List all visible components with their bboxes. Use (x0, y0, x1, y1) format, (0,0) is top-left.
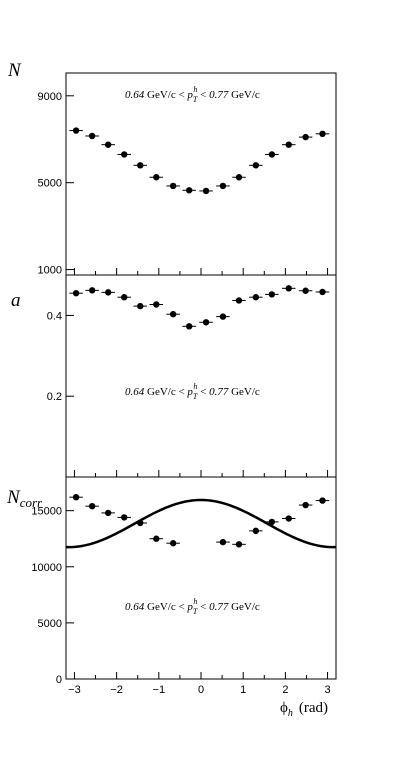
panel-2-ytick-label-1: 0.4 (47, 310, 62, 322)
panel-2-ytick-label-0: 0.2 (47, 391, 62, 403)
panel-3-ytick-label-1: 5000 (38, 618, 62, 630)
panel-1-point-4 (137, 162, 144, 169)
panel-1-point-14 (302, 133, 309, 141)
panel-3-point-8 (235, 541, 243, 548)
panel-3-point-1 (88, 502, 96, 510)
panel-3-point-9 (252, 527, 260, 535)
panel-1-point-15 (319, 130, 326, 138)
panel-2-point-13 (285, 285, 292, 292)
x-tick-label-2: −1 (153, 684, 166, 696)
panel-3-point-4 (137, 519, 144, 527)
panel-2-point-11 (252, 294, 260, 301)
x-tick-label-4: 1 (240, 684, 246, 696)
panel-3-frame (65, 476, 337, 680)
panel-3-point-12 (302, 501, 309, 509)
panel-1-point-1 (88, 132, 96, 140)
panel-3-point-2 (104, 509, 112, 517)
panel-1-point-13 (285, 141, 292, 148)
panel-3-ytick-label-3: 15000 (31, 506, 62, 518)
panel-1-point-12 (268, 151, 276, 158)
panel-1-point-3 (121, 151, 128, 158)
panel-1-point-11 (252, 162, 260, 169)
panel-2-point-10 (235, 297, 243, 304)
panel-1-annotation: 0.64 GeV/c < pTh < 0.77 GeV/c (125, 85, 260, 104)
panel-3-point-11 (285, 515, 292, 522)
panel-1-frame (65, 72, 337, 276)
panel-2-point-15 (319, 288, 326, 296)
panel-3-point-0 (72, 494, 80, 501)
x-tick-label-0: −3 (68, 684, 81, 696)
panel-1-ytick-label-0: 1000 (38, 265, 62, 277)
panel-2-point-7 (185, 323, 193, 330)
panel-3-fit-curve (65, 498, 337, 549)
panel-2-point-12 (268, 291, 276, 298)
panel-2-point-1 (88, 287, 96, 294)
panel-1-point-7 (185, 187, 193, 194)
panel-1-point-8 (202, 187, 210, 195)
x-tick-label-1: −2 (110, 684, 123, 696)
x-tick-label-6: 3 (325, 684, 331, 696)
panel-2-point-4 (137, 302, 144, 310)
panel-1-point-5 (153, 174, 160, 181)
panel-1-point-9 (219, 182, 227, 190)
panel-1-point-2 (104, 141, 112, 148)
panel-3-point-10 (268, 518, 276, 526)
panel-2-point-2 (104, 289, 112, 296)
panel-2-point-0 (72, 289, 80, 297)
panel-2-point-6 (169, 310, 177, 318)
panel-2-point-5 (153, 301, 160, 308)
x-axis-label: ϕh (rad) (280, 700, 328, 719)
panel-1-point-10 (235, 174, 243, 181)
panel-3-point-6 (169, 540, 177, 547)
panel-1-point-6 (169, 182, 177, 190)
panel-3-annotation: 0.64 GeV/c < pTh < 0.77 GeV/c (125, 597, 260, 616)
x-tick-label-3: 0 (198, 684, 204, 696)
panel-2-point-9 (219, 313, 227, 320)
x-tick-label-5: 2 (282, 684, 288, 696)
panel-3-point-3 (121, 514, 128, 521)
panel-1-ytick-label-2: 9000 (38, 91, 62, 103)
panel-2-point-14 (302, 287, 309, 294)
panel-1-ylabel: N (7, 60, 22, 81)
panel-3-point-7 (219, 538, 227, 546)
panel-3-point-13 (319, 497, 326, 504)
panel-2-point-8 (202, 319, 210, 326)
panel-2-frame (65, 274, 337, 478)
panel-1-point-0 (72, 127, 80, 134)
panel-2-ylabel: a (11, 290, 21, 311)
panel-1-ytick-label-1: 5000 (38, 178, 62, 190)
panel-3-ytick-label-2: 10000 (31, 562, 62, 574)
panel-2-annotation: 0.64 GeV/c < pTh < 0.77 GeV/c (125, 382, 260, 401)
panel-2-point-3 (121, 294, 128, 301)
panel-3-point-5 (153, 535, 160, 542)
panel-3-ytick-label-0: 0 (56, 674, 62, 686)
